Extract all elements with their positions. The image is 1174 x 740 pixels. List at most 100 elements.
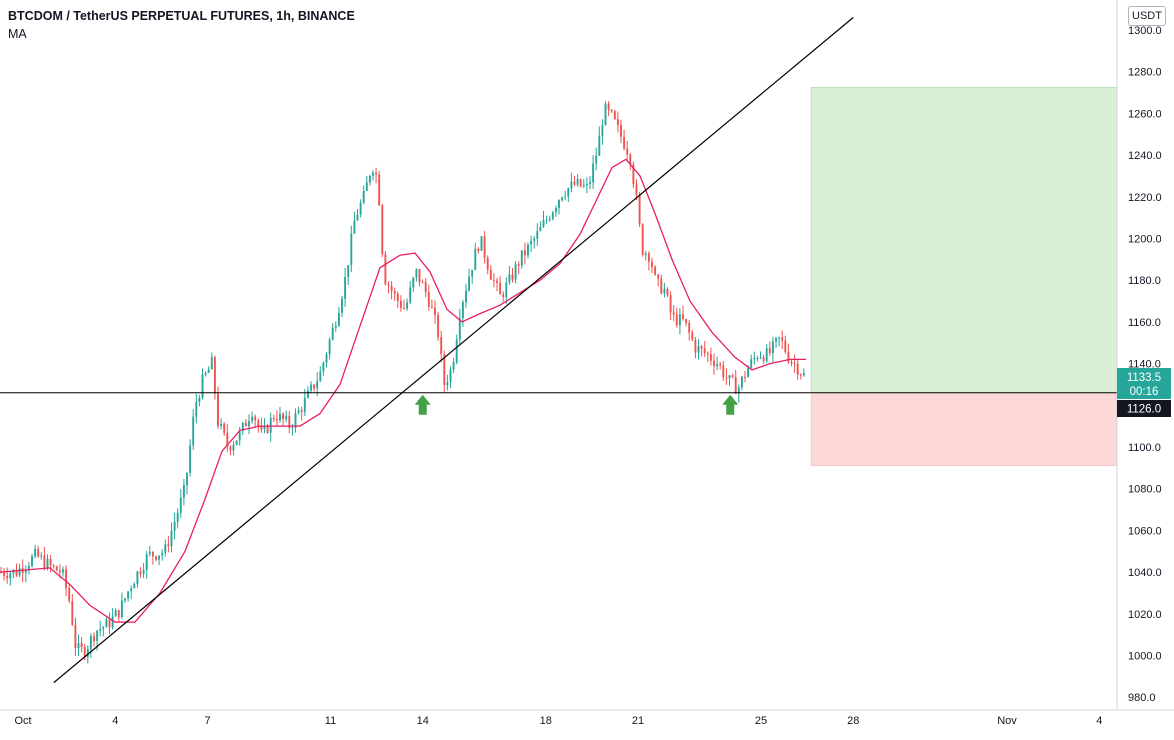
- candle: [142, 562, 145, 579]
- candle: [74, 617, 77, 657]
- candle: [368, 174, 371, 186]
- candle: [511, 268, 514, 283]
- candle: [790, 360, 793, 367]
- candle-body: [313, 384, 316, 389]
- candle: [52, 564, 55, 569]
- candle-body: [24, 569, 27, 574]
- candle-body: [582, 185, 585, 187]
- candle-body: [477, 248, 480, 251]
- candle: [508, 265, 511, 285]
- candle: [136, 570, 139, 588]
- candle: [440, 330, 443, 363]
- candle-body: [303, 397, 306, 412]
- candle: [716, 356, 719, 371]
- target-zone[interactable]: [810, 87, 1118, 394]
- candle: [706, 351, 709, 363]
- candle-body: [260, 426, 263, 430]
- candle-body: [350, 233, 353, 266]
- candle: [334, 321, 337, 332]
- candle: [520, 250, 523, 269]
- candle: [489, 265, 492, 281]
- candle-body: [669, 295, 672, 313]
- candle-body: [322, 362, 325, 372]
- candle: [787, 343, 790, 365]
- candle: [703, 340, 706, 357]
- time-axis[interactable]: Oct 4 7 11 14 18 21 25 28 Nov 4: [14, 715, 1102, 727]
- price-tick-label: 1180.0: [1128, 275, 1161, 287]
- candle: [105, 616, 108, 628]
- candle-body: [337, 312, 340, 326]
- candle: [257, 418, 260, 433]
- candle-body: [778, 337, 781, 339]
- candle: [579, 178, 582, 188]
- candle: [505, 277, 508, 305]
- candle: [269, 412, 272, 442]
- candle: [647, 251, 650, 271]
- candle: [784, 335, 787, 354]
- chart-title: BTCDOM / TetherUS PERPETUAL FUTURES, 1h,…: [8, 9, 355, 23]
- candle: [201, 368, 204, 400]
- candle: [310, 381, 312, 393]
- candle-body: [530, 240, 533, 245]
- candle-body: [120, 600, 123, 618]
- candle: [108, 612, 111, 634]
- candle-body: [691, 332, 694, 340]
- candle: [288, 411, 291, 434]
- candle-body: [170, 530, 173, 547]
- candle-body: [759, 357, 762, 359]
- candle-body: [93, 635, 95, 642]
- candle: [539, 221, 542, 232]
- candle-body: [635, 184, 638, 196]
- candle-body: [573, 181, 576, 185]
- candle: [437, 312, 440, 341]
- candle: [651, 257, 653, 274]
- candle: [765, 344, 768, 363]
- currency-selector[interactable]: USDT: [1128, 6, 1166, 26]
- candle-body: [663, 288, 666, 294]
- candle: [62, 566, 64, 577]
- candle-body: [362, 190, 365, 203]
- moving-average-line: [0, 158, 806, 623]
- candle: [356, 208, 359, 221]
- candle: [731, 373, 734, 379]
- candle-body: [703, 348, 706, 354]
- candle-body: [390, 285, 393, 292]
- candle-body: [368, 175, 371, 183]
- trendline[interactable]: [53, 17, 854, 684]
- candle-body: [688, 322, 691, 333]
- candle: [406, 298, 409, 311]
- candle: [604, 101, 607, 126]
- candle-body: [238, 431, 241, 441]
- indicator-label[interactable]: MA: [8, 27, 27, 41]
- candle-body: [58, 570, 61, 573]
- candle-body: [492, 279, 495, 281]
- candle-body: [449, 369, 452, 383]
- candle-body: [762, 357, 765, 362]
- candle: [130, 585, 133, 599]
- candle-body: [275, 419, 278, 421]
- candle: [685, 318, 688, 327]
- support-level-value: 1126.0: [1127, 404, 1161, 416]
- candle-body: [89, 635, 92, 649]
- candle-body: [272, 417, 275, 420]
- price-tick-label: 1220.0: [1128, 192, 1162, 204]
- candle-body: [15, 569, 18, 576]
- stop-zone[interactable]: [810, 392, 1118, 467]
- candle-body: [68, 588, 71, 601]
- candle: [27, 561, 30, 575]
- candle-body: [52, 565, 55, 567]
- candle: [430, 299, 433, 309]
- price-axis[interactable]: 980.0 1000.0 1020.0 1040.0 1060.0 1080.0 1100.…: [1128, 25, 1162, 704]
- candle: [700, 344, 703, 357]
- candle: [496, 277, 498, 292]
- candle: [179, 489, 182, 518]
- candle-body: [468, 276, 471, 291]
- candle-body: [768, 348, 771, 354]
- candle-body: [610, 109, 613, 112]
- candle: [396, 291, 399, 309]
- candle-body: [424, 282, 427, 293]
- candle-body: [471, 269, 474, 277]
- candle: [93, 632, 95, 647]
